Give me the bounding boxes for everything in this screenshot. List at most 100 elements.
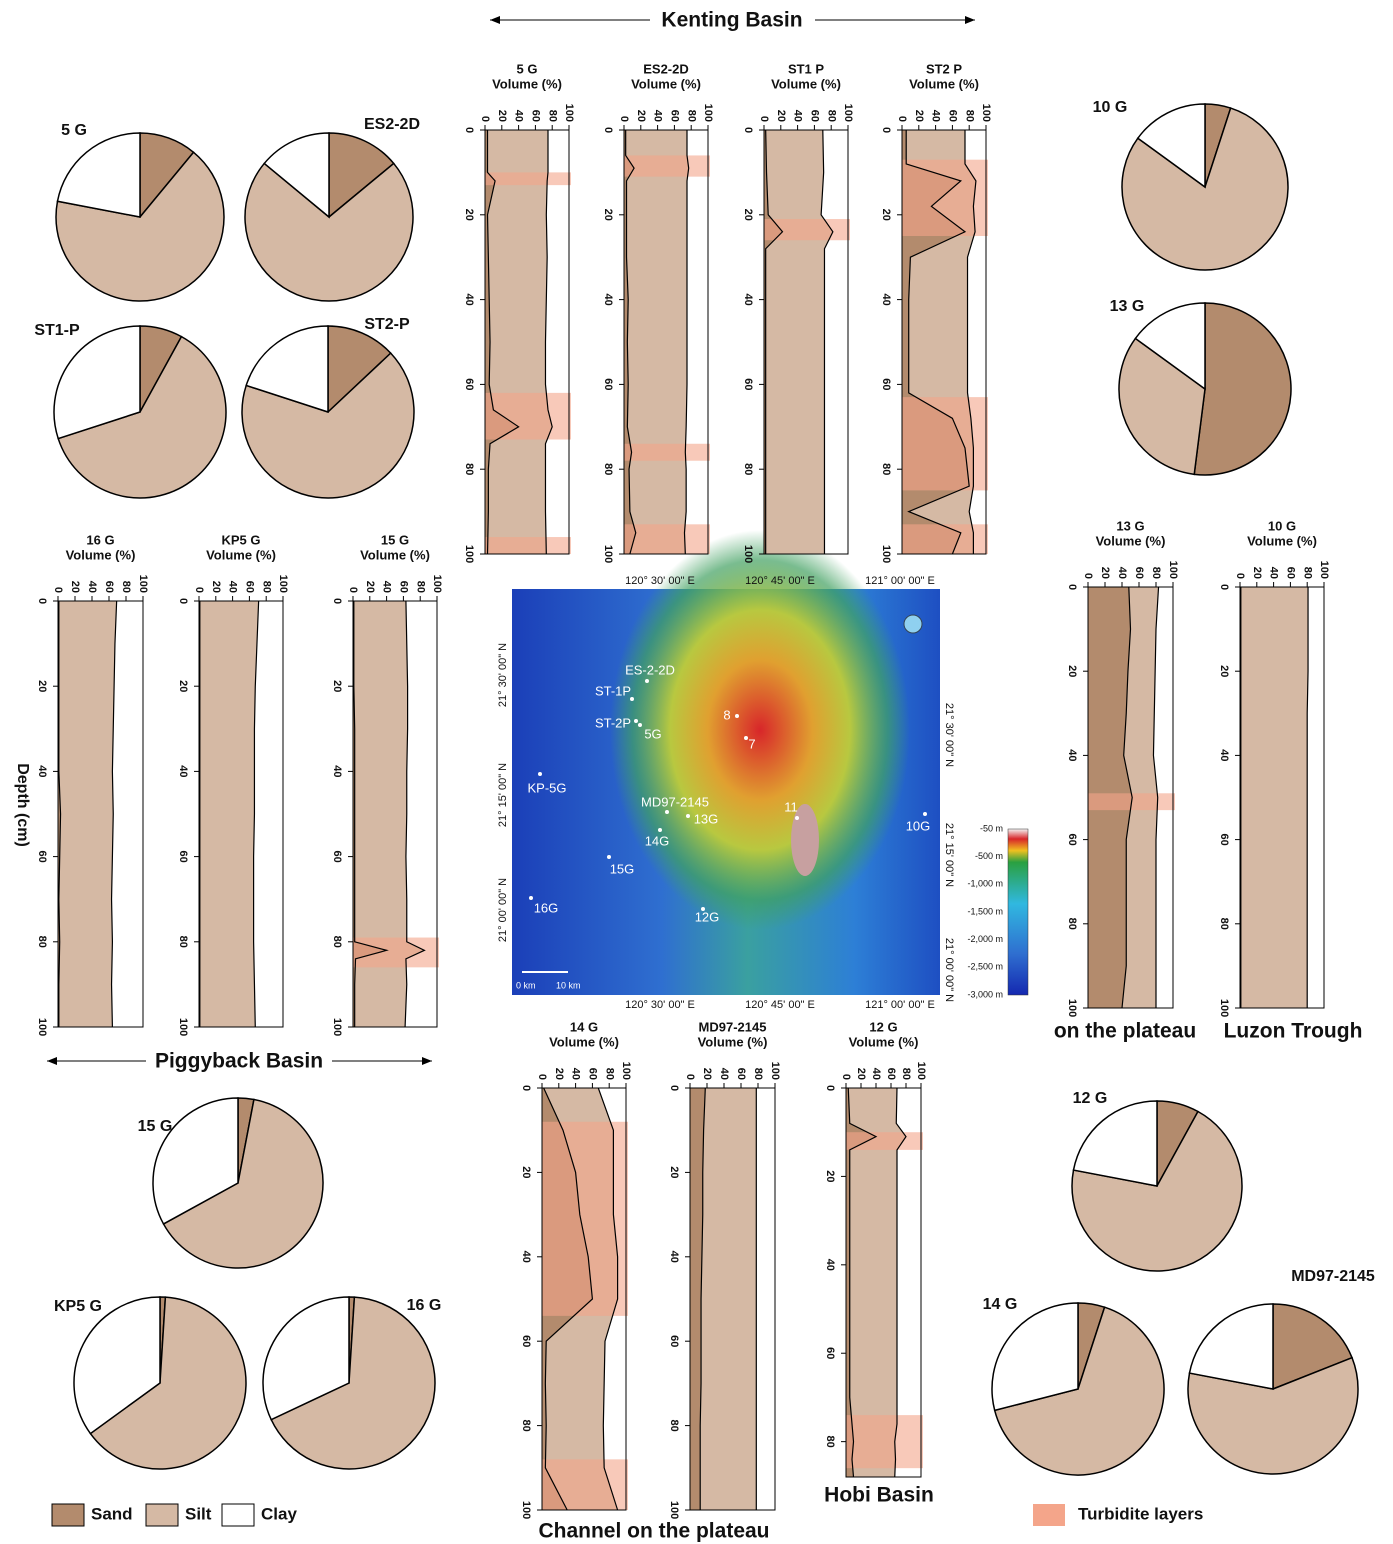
station-label: 12G — [695, 909, 720, 924]
y-tick-label: 0 — [880, 127, 892, 133]
x-tick-label: 100 — [980, 104, 992, 122]
x-tick-label: 20 — [1099, 567, 1111, 579]
station-label: 10G — [906, 818, 931, 833]
lat-label: 21° 15' 00" N — [497, 763, 509, 827]
x-tick-label: 80 — [120, 581, 132, 593]
x-tick-label: 80 — [603, 1068, 615, 1080]
x-tick-label: 40 — [86, 581, 98, 593]
y-tick-label: 0 — [177, 598, 189, 604]
x-tick-label: 100 — [431, 575, 443, 593]
chart-title: ST1-P — [34, 322, 80, 339]
lon-label: 120° 45' 00" E — [745, 999, 815, 1011]
arrow-head — [47, 1057, 57, 1065]
lon-label: 121° 00' 00" E — [865, 575, 935, 587]
y-tick-label: 0 — [1066, 584, 1078, 590]
x-tick-label: 0 — [896, 116, 908, 122]
silt-area — [59, 601, 117, 1027]
group-label: on the plateau — [1054, 1020, 1196, 1043]
chart-title: ST2-P — [364, 316, 410, 333]
chart-title: 5 G — [61, 122, 87, 139]
station-label: 14G — [645, 833, 670, 848]
x-tick-label: 40 — [652, 110, 664, 122]
x-tick-label: 80 — [260, 581, 272, 593]
x-tick-label: 60 — [668, 110, 680, 122]
silt-area — [626, 130, 689, 554]
colorbar — [1008, 829, 1028, 995]
y-tick-label: 60 — [463, 378, 475, 390]
y-tick-label: 80 — [668, 1419, 680, 1431]
y-tick-label: 60 — [520, 1335, 532, 1347]
colorbar-label: -500 m — [975, 851, 1003, 861]
y-tick-label: 0 — [463, 127, 475, 133]
x-tick-label: 0 — [193, 587, 205, 593]
group-label: Luzon Trough — [1224, 1020, 1363, 1043]
x-tick-label: 20 — [496, 110, 508, 122]
y-tick-label: 0 — [668, 1085, 680, 1091]
y-tick-label: 60 — [1066, 833, 1078, 845]
x-axis-label: Volume (%) — [492, 76, 562, 91]
y-tick-label: 40 — [742, 293, 754, 305]
profile-chart: ES2-2DVolume (%)020406080100020406080100 — [602, 61, 714, 563]
profile-chart: 15 GVolume (%)020406080100020406080100 — [331, 532, 443, 1036]
y-tick-label: 60 — [880, 378, 892, 390]
y-tick-label: 100 — [880, 545, 892, 563]
chart-title: MD97-2145 — [699, 1019, 767, 1034]
y-tick-label: 80 — [824, 1436, 836, 1448]
group-label: Hobi Basin — [824, 1484, 934, 1507]
y-tick-label: 20 — [177, 680, 189, 692]
turbidite-layer — [846, 1415, 923, 1468]
x-axis-label: Volume (%) — [549, 1034, 619, 1049]
arrow-head — [422, 1057, 432, 1065]
y-tick-label: 20 — [1218, 665, 1230, 677]
x-tick-label: 60 — [735, 1068, 747, 1080]
y-tick-label: 80 — [331, 936, 343, 948]
chart-title: 15 G — [138, 1118, 173, 1135]
y-tick-label: 80 — [1218, 918, 1230, 930]
station-label: 11 — [784, 799, 798, 814]
silt-area — [700, 1088, 756, 1510]
figure: Kenting Basin Piggyback Basin Depth (cm)… — [0, 0, 1393, 1544]
x-tick-label: 100 — [137, 575, 149, 593]
x-tick-label: 60 — [808, 110, 820, 122]
y-tick-label: 80 — [36, 936, 48, 948]
x-tick-label: 60 — [103, 581, 115, 593]
y-tick-label: 40 — [1218, 749, 1230, 761]
x-tick-label: 60 — [529, 110, 541, 122]
station-dot — [645, 679, 649, 683]
x-axis-label: Volume (%) — [849, 1034, 919, 1049]
legend-swatch — [52, 1504, 84, 1526]
chart-title: KP5 G — [221, 532, 260, 547]
station-dot — [665, 810, 669, 814]
colorbar-label: -1,500 m — [967, 906, 1003, 916]
colorbar-label: -3,000 m — [967, 989, 1003, 999]
chart-title: ST1 P — [788, 61, 824, 76]
x-tick-label: 20 — [553, 1068, 565, 1080]
legend-swatch — [1033, 1504, 1065, 1526]
x-tick-label: 40 — [381, 581, 393, 593]
x-tick-label: 40 — [1268, 567, 1280, 579]
x-tick-label: 100 — [842, 104, 854, 122]
y-tick-label: 60 — [824, 1347, 836, 1359]
profile-chart: 14 GVolume (%)020406080100020406080100 — [520, 1019, 632, 1519]
x-axis-label: Volume (%) — [1247, 533, 1317, 548]
x-tick-label: 40 — [930, 110, 942, 122]
y-tick-label: 60 — [1218, 833, 1230, 845]
chart-title: ST2 P — [926, 61, 962, 76]
x-tick-label: 20 — [701, 1068, 713, 1080]
y-tick-label: 40 — [668, 1251, 680, 1263]
y-tick-label: 100 — [520, 1501, 532, 1519]
y-tick-label: 20 — [331, 680, 343, 692]
chart-title: 10 G — [1268, 518, 1296, 533]
x-tick-label: 60 — [885, 1068, 897, 1080]
y-tick-label: 0 — [824, 1085, 836, 1091]
lon-label: 120° 30' 00" E — [625, 999, 695, 1011]
y-tick-label: 40 — [36, 765, 48, 777]
lat-label: 21° 00' 00" N — [943, 938, 955, 1002]
chart-title: KP5 G — [54, 1298, 102, 1315]
x-tick-label: 0 — [758, 116, 770, 122]
chart-title: 16 G — [86, 532, 114, 547]
x-tick-label: 40 — [870, 1068, 882, 1080]
y-tick-label: 60 — [331, 850, 343, 862]
